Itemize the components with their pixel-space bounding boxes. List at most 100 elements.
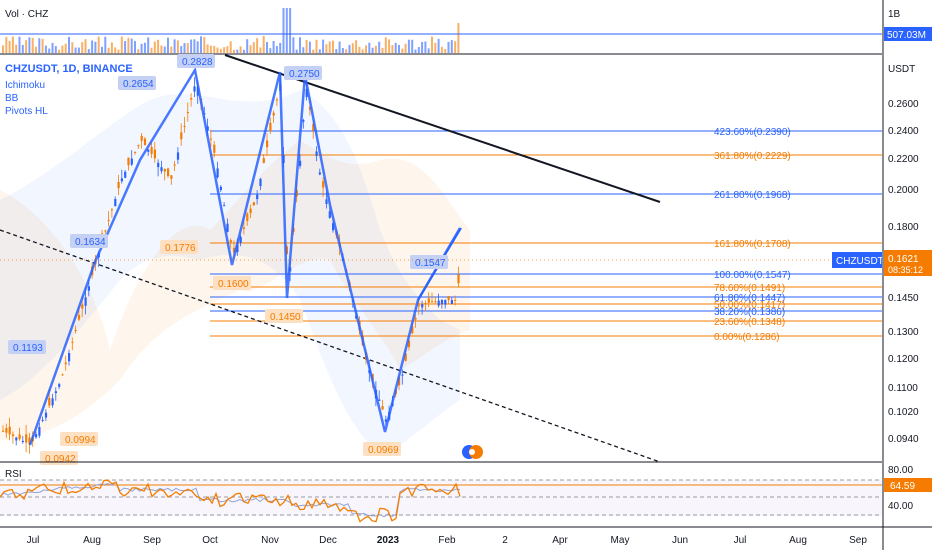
candle-body xyxy=(77,314,81,320)
indicator-legend[interactable]: CHZUSDT, 1D, BINANCE Ichimoku BB Pivots … xyxy=(5,63,133,117)
fib-label: 0.00%(0.1286) xyxy=(714,332,780,343)
flag-icon[interactable] xyxy=(462,445,483,459)
volume-bar xyxy=(308,41,311,53)
legend-ichimoku[interactable]: Ichimoku xyxy=(5,80,45,91)
time-tick: Sep xyxy=(143,535,161,546)
candle-body xyxy=(302,120,305,122)
candle-body xyxy=(124,171,127,178)
volume-bar xyxy=(38,38,41,53)
rsi-label: RSI xyxy=(5,469,22,480)
fib-levels: 423.60%(0.2390) 361.80%(0.2229) 261.80%(0.… xyxy=(210,127,882,343)
candle-body xyxy=(421,304,424,308)
volume-bar xyxy=(196,41,199,53)
candle-body xyxy=(5,428,8,433)
volume-bar xyxy=(180,46,183,53)
time-tick: 2023 xyxy=(377,535,400,546)
volume-bar xyxy=(421,42,424,53)
bollinger-band-fill xyxy=(0,90,460,455)
candle-body xyxy=(404,353,407,361)
volume-bar xyxy=(236,49,239,53)
candle-body xyxy=(87,286,90,291)
volume-bar xyxy=(74,47,77,53)
volume-pane: Vol · CHZ 1B 507.03M xyxy=(0,8,932,55)
legend-bb[interactable]: BB xyxy=(5,93,19,104)
candle-body xyxy=(209,138,213,140)
volume-bar xyxy=(107,47,110,53)
volume-bar xyxy=(87,49,90,53)
volume-bar xyxy=(54,46,57,53)
volume-bar xyxy=(114,47,117,53)
candle-body xyxy=(447,296,450,300)
volume-bar xyxy=(97,36,100,53)
price-tick: 0.1300 xyxy=(888,327,919,338)
pivot-high-label: 0.2750 xyxy=(289,69,320,80)
candle-body xyxy=(249,208,252,214)
time-tick: Apr xyxy=(552,535,568,546)
candle-body xyxy=(411,326,414,334)
pivot-high-label: 0.2654 xyxy=(123,79,154,90)
volume-bar xyxy=(170,46,173,53)
rsi-pane: RSI 80.00 40.00 64.59 xyxy=(0,465,932,523)
fib-label: 78.60%(0.1491) xyxy=(714,283,785,294)
volume-bar xyxy=(61,45,64,53)
candle-body xyxy=(38,427,41,436)
volume-bar xyxy=(431,36,433,53)
candle-body xyxy=(48,398,51,406)
candle-body xyxy=(378,399,381,401)
candle-body xyxy=(233,247,236,253)
volume-bar xyxy=(48,48,51,53)
volume-bar xyxy=(444,48,447,53)
volume-bar xyxy=(11,36,14,53)
candle-body xyxy=(186,112,189,114)
volume-bar xyxy=(355,40,358,53)
candle-body xyxy=(51,398,54,406)
time-tick: Aug xyxy=(83,535,101,546)
candle-body xyxy=(315,151,318,156)
candle-body xyxy=(107,219,110,221)
volume-bar xyxy=(322,39,325,53)
candle-body xyxy=(325,199,328,205)
candle-body xyxy=(193,86,196,92)
volume-bar xyxy=(163,46,166,53)
price-axis[interactable]: USDT 0.2600 0.2400 0.2200 0.2000 0.1800 0.145… xyxy=(832,64,932,445)
pivot-low-label: 0.1776 xyxy=(165,243,196,254)
volume-bar xyxy=(417,47,420,53)
rsi-tick: 80.00 xyxy=(888,465,913,476)
pivot-high-label: 0.1547 xyxy=(415,258,446,269)
time-tick: Nov xyxy=(261,535,279,546)
pivot-low-label: 0.1600 xyxy=(218,279,249,290)
candle-body xyxy=(127,157,130,166)
volume-bar xyxy=(173,39,176,53)
volume-bar xyxy=(440,46,443,53)
candle-body xyxy=(444,300,447,305)
candle-body xyxy=(68,353,71,362)
pivot-low-label: 0.0969 xyxy=(368,445,399,456)
volume-bar xyxy=(186,43,189,53)
time-axis[interactable]: Jul Aug Sep Oct Nov Dec 2023 Feb 2 Apr May Jun Jul Au… xyxy=(27,535,868,546)
volume-bar xyxy=(388,39,391,53)
volume-bar xyxy=(64,43,67,53)
harmonic-pattern[interactable] xyxy=(28,66,462,446)
dashed-trendline[interactable] xyxy=(0,229,661,463)
candle-body xyxy=(275,99,279,101)
volume-bar xyxy=(302,47,305,53)
candle-body xyxy=(213,144,216,153)
volume-bar xyxy=(279,42,282,53)
volume-bar xyxy=(200,36,202,53)
candle-body xyxy=(160,167,163,172)
volume-bar xyxy=(2,45,4,53)
rsi-badge-bg xyxy=(884,478,932,492)
volume-bar xyxy=(137,49,140,53)
candle-body xyxy=(226,223,229,232)
volume-bar xyxy=(143,42,146,53)
candle-body xyxy=(18,434,21,440)
volume-bar xyxy=(262,36,265,53)
candle-body xyxy=(450,300,453,305)
volume-bar xyxy=(25,40,28,53)
candle-body xyxy=(54,391,57,394)
legend-pivots[interactable]: Pivots HL xyxy=(5,106,48,117)
candle-body xyxy=(440,300,444,305)
candle-body xyxy=(84,297,87,306)
candle-body xyxy=(206,126,209,131)
